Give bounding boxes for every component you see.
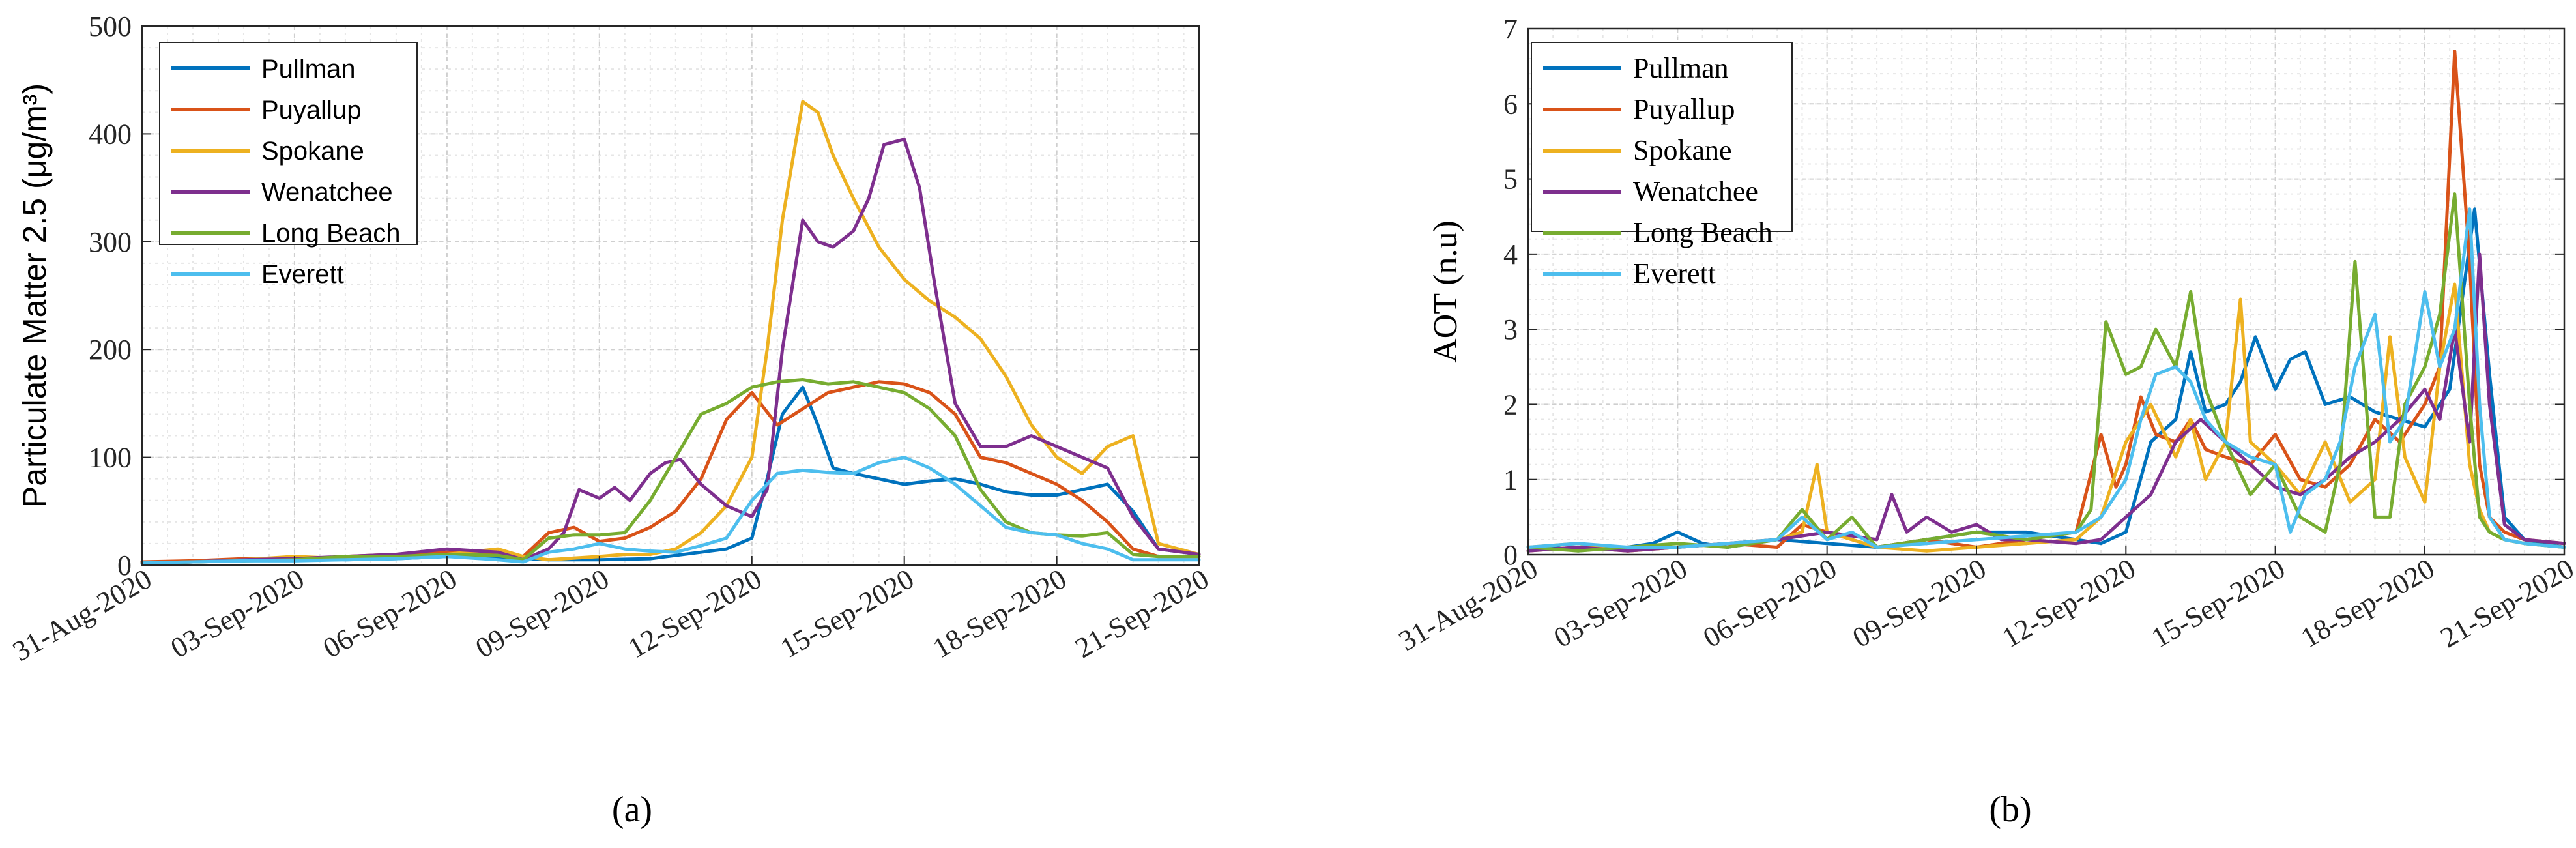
y-tick-label: 400 (89, 118, 132, 150)
legend-box (1531, 42, 1793, 232)
legend-label: Wenatchee (1633, 175, 1758, 207)
legend-label: Long Beach (1633, 216, 1773, 248)
y-tick-label: 200 (89, 334, 132, 366)
legend-label: Wenatchee (261, 178, 393, 207)
figure-caption: (a) (612, 789, 652, 830)
legend-label: Pullman (261, 55, 356, 83)
y-tick-label: 500 (89, 10, 132, 42)
series-line-pullman (1526, 207, 2566, 553)
y-tick-label: 3 (1503, 314, 1518, 345)
x-tick-label: 18-Sep-2020 (2296, 552, 2440, 654)
legend-box (159, 42, 418, 245)
legend-label: Everett (1633, 257, 1716, 289)
chart-panel-a: 0 100 200 300 400 500 31-Aug-2020 03-Sep-2020 06… (7, 10, 1214, 830)
x-tick-label: 31-Aug-2020 (7, 563, 157, 667)
y-tick-label: 2 (1503, 388, 1518, 420)
y-tick-label: 0 (117, 549, 132, 581)
series-line-spokane (1526, 282, 2566, 553)
series-line-everett (140, 456, 1201, 565)
y-tick-label: 7 (1503, 13, 1518, 45)
legend-label: Spokane (1633, 134, 1732, 166)
legend-label: Puyallup (1633, 93, 1735, 125)
legend-label: Long Beach (261, 219, 401, 248)
x-tick-label: 15-Sep-2020 (2146, 552, 2290, 654)
legend-label: Puyallup (261, 96, 361, 124)
series-line-everett (1526, 207, 2566, 549)
y-tick-label: 100 (89, 442, 132, 474)
x-tick-label: 03-Sep-2020 (166, 563, 310, 664)
y-tick-label: 6 (1503, 88, 1518, 120)
x-tick-label: 09-Sep-2020 (1847, 552, 1991, 654)
y-tick-label: 300 (89, 226, 132, 258)
legend-label: Spokane (261, 137, 364, 166)
x-tick-label: 21-Sep-2020 (1070, 563, 1214, 664)
x-tick-label: 12-Sep-2020 (1997, 552, 2141, 654)
legend: Pullman Puyallup Spokane Wenatchee Long Beac… (1531, 42, 1793, 289)
y-tick-label: 1 (1503, 464, 1518, 496)
x-tick-label: 21-Sep-2020 (2435, 552, 2576, 654)
legend-label: Pullman (1633, 52, 1729, 84)
series-line-puyallup (140, 380, 1201, 564)
x-tick-label: 03-Sep-2020 (1548, 552, 1692, 654)
y-tick-label: 0 (1503, 539, 1518, 571)
chart-panel-b: 0 1 2 3 4 5 6 7 31-Aug-2020 03-Sep-2020 06-Sep-202… (1393, 13, 2576, 830)
x-tick-label: 09-Sep-2020 (470, 563, 614, 664)
x-tick-label: 18-Sep-2020 (927, 563, 1071, 664)
axes-box (1527, 27, 2566, 556)
legend-label: Everett (261, 260, 344, 289)
x-tick-label: 15-Sep-2020 (775, 563, 919, 664)
axes-box (141, 25, 1200, 566)
legend: Pullman Puyallup Spokane Wenatchee Long Beac… (159, 42, 418, 289)
y-tick-label: 5 (1503, 164, 1518, 196)
y-axis-label: Particulate Matter 2.5 (μg/m³) (16, 83, 53, 508)
y-axis-label: AOT (n.u) (1427, 220, 1464, 363)
x-tick-label: 31-Aug-2020 (1393, 552, 1543, 657)
x-tick-label: 06-Sep-2020 (318, 563, 462, 664)
y-tick-label: 4 (1503, 239, 1518, 270)
figure-caption: (b) (1989, 789, 2031, 830)
x-tick-label: 06-Sep-2020 (1698, 552, 1842, 654)
x-tick-label: 12-Sep-2020 (622, 563, 766, 664)
series-line-wenatchee (140, 138, 1201, 565)
